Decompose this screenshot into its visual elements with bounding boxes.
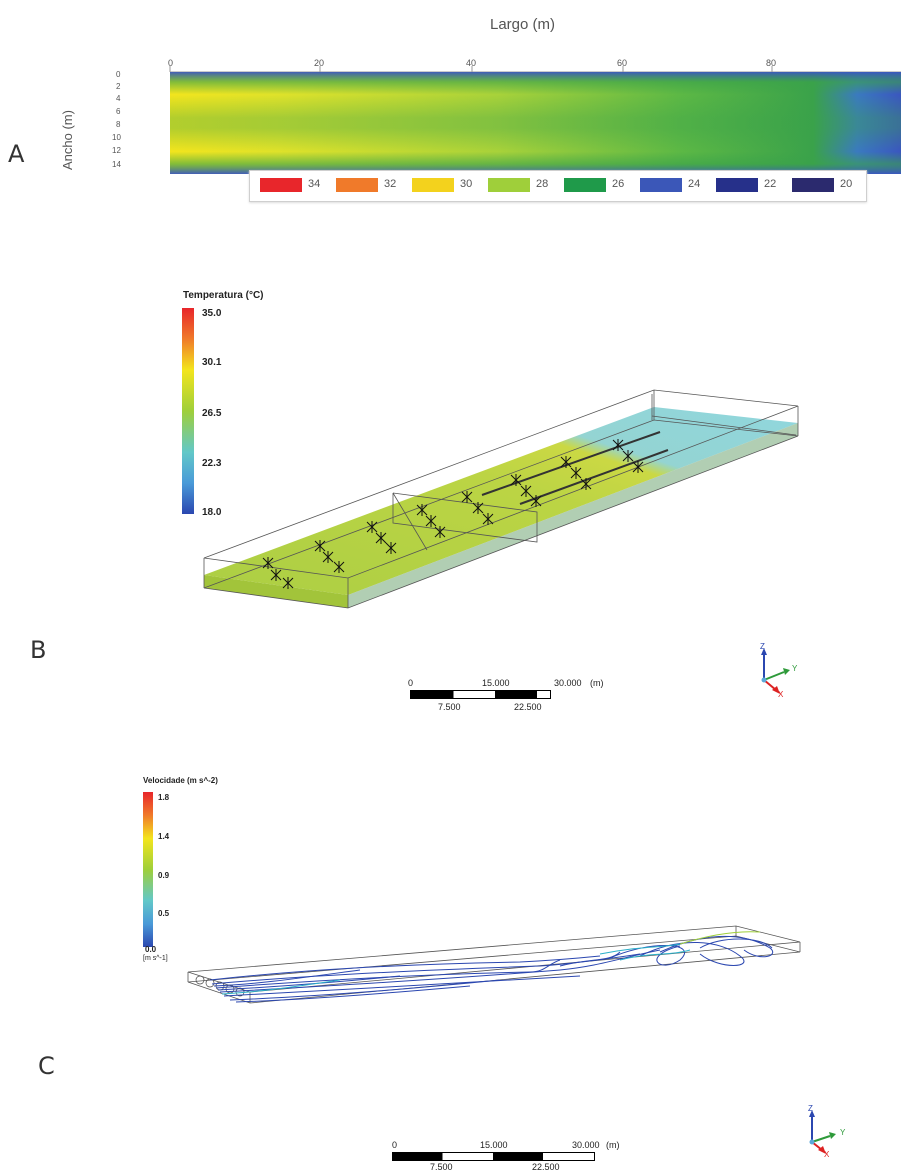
panel-c-axis-z: Z (808, 1104, 813, 1113)
panel-b-scale-label: 15.000 (482, 678, 510, 688)
panel-c-scale-label: 7.500 (430, 1162, 453, 1172)
panel-b-scale-label: 7.500 (438, 702, 461, 712)
panel-b-colorbar-title: Temperatura (°C) (183, 290, 264, 301)
panel-a-left-tick: 2 (116, 82, 121, 91)
legend-swatch (792, 178, 834, 192)
panel-c-axis-x: X (824, 1150, 830, 1159)
panel-a-left-tick: 14 (112, 160, 121, 169)
legend-label: 20 (840, 178, 853, 190)
panel-b-channel-3d (203, 389, 799, 609)
panel-b-axis-x: X (778, 690, 784, 699)
panel-a-legend: 34 32 30 28 26 24 22 20 (249, 170, 867, 202)
panel-c-colorbar-tick: 0.5 (158, 909, 170, 918)
panel-b-colorbar-tick: 26.5 (202, 408, 222, 419)
panel-a-top-tick: 60 (617, 58, 628, 68)
panel-b-colorbar-tick: 18.0 (202, 507, 222, 518)
panel-c-scale-label: 15.000 (480, 1140, 508, 1150)
legend-swatch (716, 178, 758, 192)
panel-c-colorbar-tick: 0.0 (145, 945, 157, 954)
legend-label: 32 (384, 178, 397, 190)
panel-a-top-tick: 0 (168, 58, 174, 68)
panel-a-top-tick: 80 (766, 58, 777, 68)
legend-label: 24 (688, 178, 701, 190)
panel-b-scale-label: (m) (590, 678, 604, 688)
panel-c-colorbar-unit: [m s^-1] (143, 955, 168, 962)
panel-a-heatmap (169, 66, 901, 174)
panel-a-left-tick: 12 (112, 146, 121, 155)
panel-a-left-tick: 8 (116, 120, 121, 129)
panel-a-left-tick: 4 (116, 94, 121, 103)
panel-b-colorbar-tick: 35.0 (202, 308, 222, 319)
panel-a-top-tick: 20 (314, 58, 325, 68)
panel-b-scale-bar (410, 690, 551, 699)
panel-b-colorbar-tick: 22.3 (202, 458, 222, 469)
panel-a-top-axis-label: Largo (m) (490, 16, 556, 33)
panel-c-axis-y: Y (840, 1128, 846, 1137)
panel-c-scale-label: 22.500 (532, 1162, 560, 1172)
panel-a-left-tick: 10 (112, 133, 121, 142)
legend-label: 22 (764, 178, 777, 190)
legend-swatch (564, 178, 606, 192)
panel-c-letter: C (38, 1052, 55, 1080)
legend-label: 30 (460, 178, 473, 190)
legend-swatch (488, 178, 530, 192)
panel-b-letter: B (30, 636, 47, 664)
legend-label: 26 (612, 178, 625, 190)
panel-a-left-tick: 6 (116, 107, 121, 116)
panel-b-scale-label: 30.000 (554, 678, 582, 688)
panel-c-scale-bar (392, 1152, 595, 1161)
panel-b-colorbar-tick: 30.1 (202, 357, 222, 368)
panel-c-axis-triad (809, 1110, 836, 1154)
panel-b-axis-y: Y (792, 664, 798, 673)
legend-swatch (640, 178, 682, 192)
legend-swatch (412, 178, 454, 192)
panel-a-letter: A (8, 140, 25, 168)
panel-b-scale-label: 22.500 (514, 702, 542, 712)
panel-b-colorbar (182, 308, 194, 514)
panel-b-axis-triad (761, 648, 790, 694)
legend-label: 34 (308, 178, 321, 190)
panel-c-colorbar-tick: 0.9 (158, 871, 170, 880)
legend-label: 28 (536, 178, 549, 190)
panel-c-colorbar-tick: 1.8 (158, 793, 170, 802)
panel-b-axis-z: Z (760, 642, 765, 651)
panel-c-scale-label: 30.000 (572, 1140, 600, 1150)
legend-swatch (336, 178, 378, 192)
panel-c-streamlines-3d (187, 925, 801, 1004)
panel-c-colorbar-title: Velocidade (m s^-2) (143, 776, 218, 785)
legend-swatch (260, 178, 302, 192)
panel-b-scale-label: 0 (408, 678, 414, 688)
panel-a-left-tick: 0 (116, 70, 121, 79)
panel-c-colorbar-tick: 1.4 (158, 832, 170, 841)
panel-c-scale-label: 0 (392, 1140, 398, 1150)
panel-c-scale-label: (m) (606, 1140, 620, 1150)
panel-c-colorbar (143, 792, 153, 947)
panel-a-top-tick: 40 (466, 58, 477, 68)
